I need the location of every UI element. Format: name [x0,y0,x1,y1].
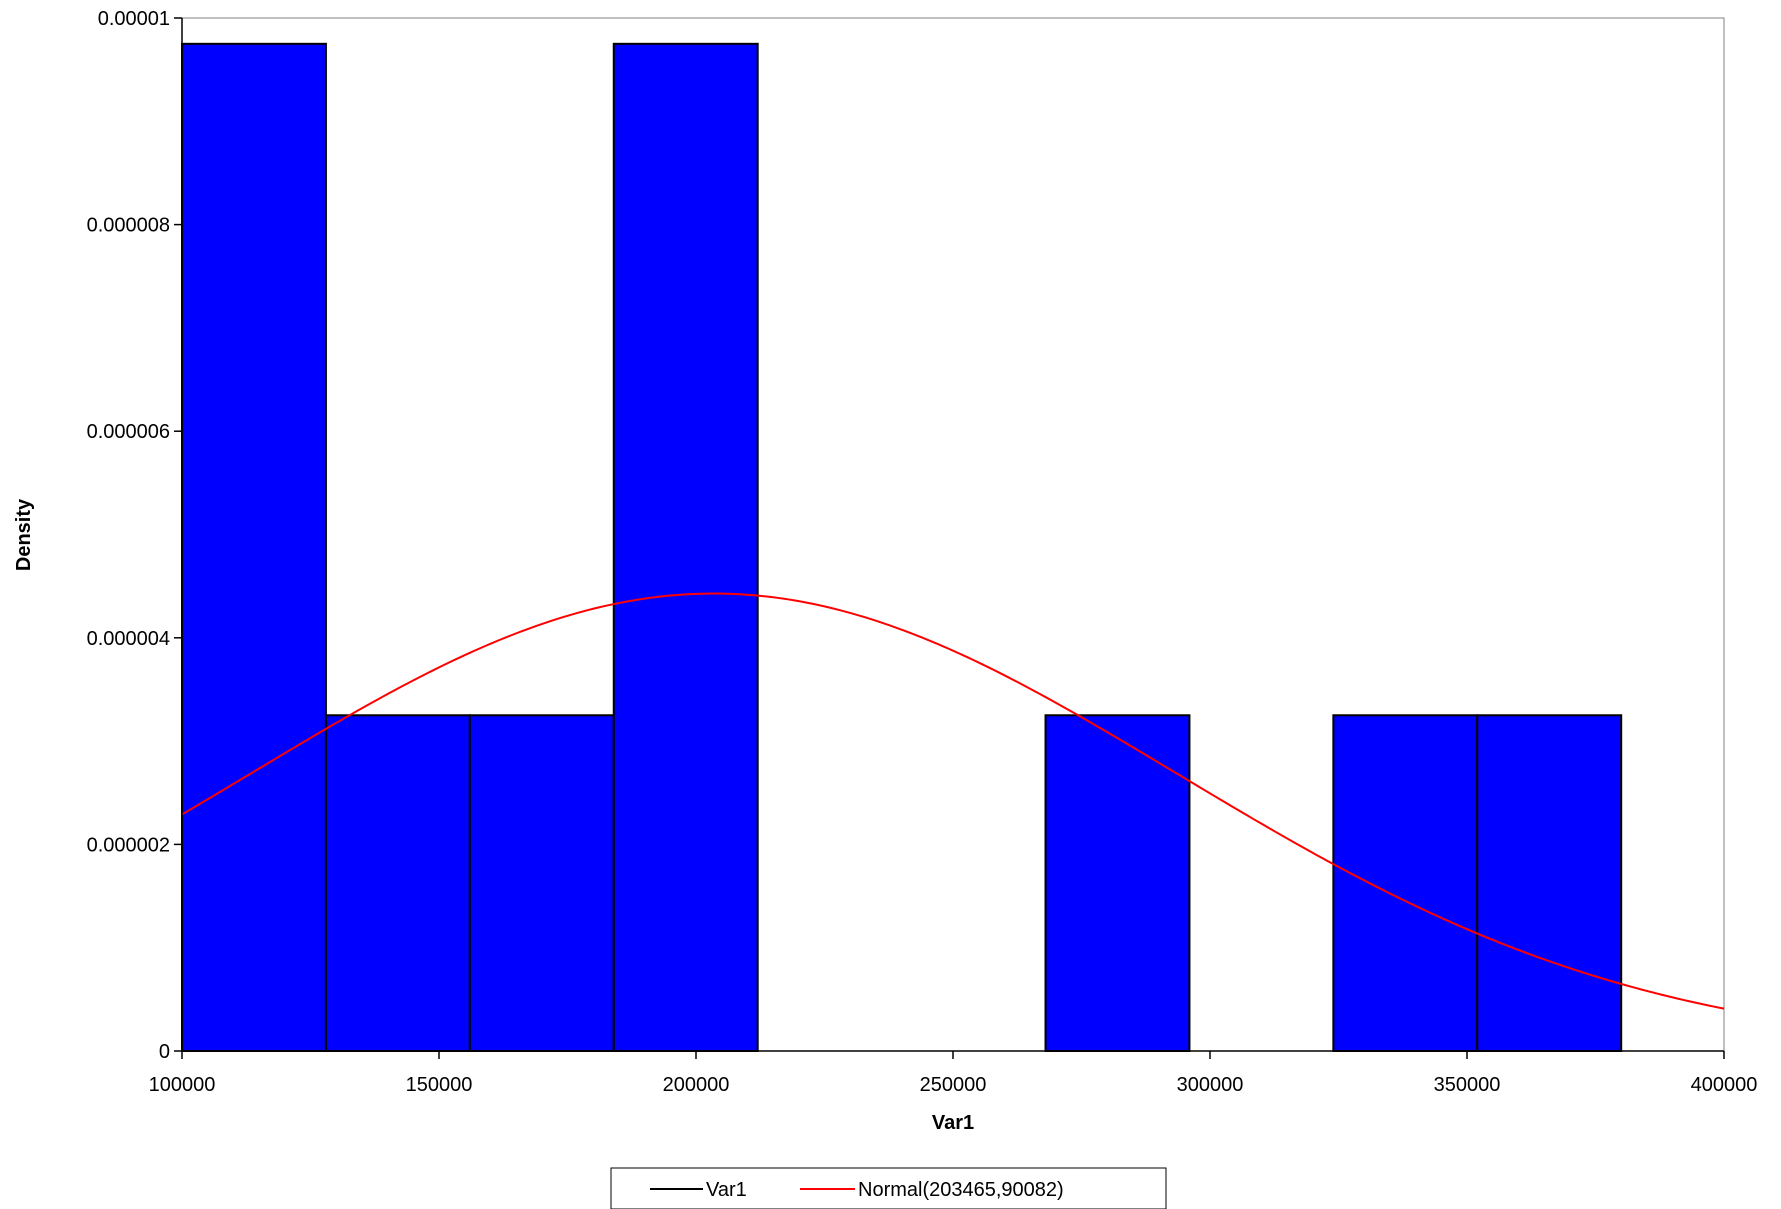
legend-box [610,1167,1167,1209]
legend: Var1 Normal(203465,90082) [610,1167,1167,1209]
normal-curve-line [181,592,1725,1010]
histogram-bar [468,714,615,1053]
y-tick-label: 0.000004 [87,628,170,650]
histogram-bar [1044,714,1191,1053]
x-tick-label: 350000 [1434,1074,1501,1096]
histogram-bar [1332,714,1479,1053]
x-tick-label: 300000 [1177,1074,1244,1096]
x-axis-ticks: 100000 150000 200000 250000 300000 350000 4000… [149,1051,1758,1096]
x-tick-label: 400000 [1691,1074,1758,1096]
x-tick-label: 150000 [406,1074,473,1096]
x-tick-label: 200000 [663,1074,730,1096]
x-axis-title: Var1 [932,1112,974,1134]
legend-normal-label: Normal(203465,90082) [858,1179,1064,1201]
legend-var1-label: Var1 [706,1179,747,1201]
y-tick-label: 0.000006 [87,421,170,443]
histogram-bar [1476,714,1623,1053]
x-tick-label: 250000 [920,1074,987,1096]
histogram-bar [181,42,327,1052]
y-tick-label: 0.000008 [87,215,170,237]
y-axis-ticks: 0 0.000002 0.000004 0.000006 0.000008 0.00001 [87,8,182,1063]
histogram-bars [181,42,1623,1053]
y-axis-title: Density [13,498,35,571]
histogram-bar [612,42,759,1052]
y-tick-label: 0.000002 [87,834,170,856]
x-tick-label: 100000 [149,1074,216,1096]
y-tick-label: 0.00001 [98,8,170,30]
histogram-bar [324,714,471,1053]
y-tick-label: 0 [159,1041,170,1063]
